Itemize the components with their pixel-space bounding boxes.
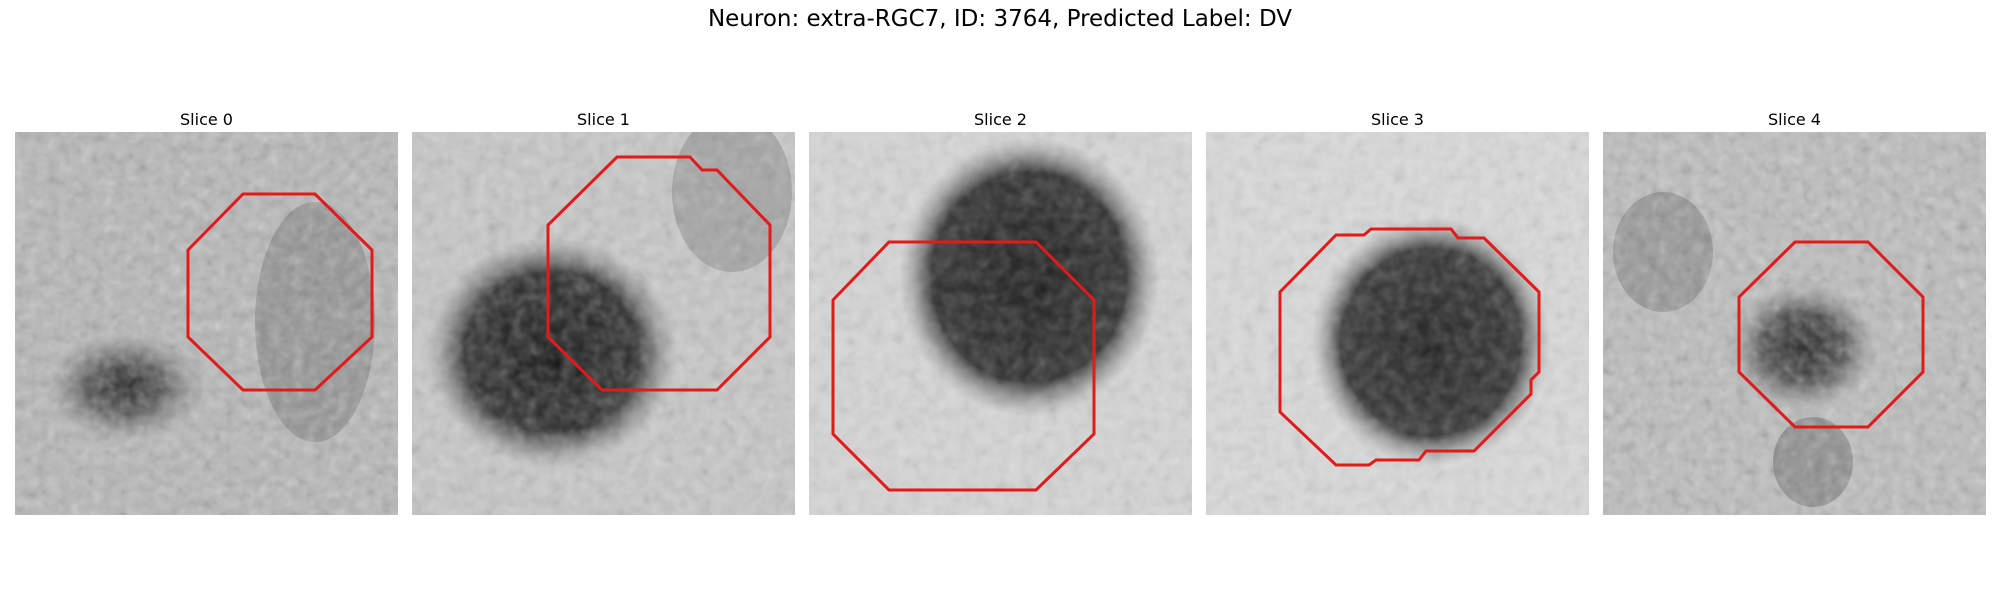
slice-image xyxy=(1603,132,1986,515)
slice-panel-3: Slice 3 xyxy=(1206,108,1589,515)
slice-panel-4: Slice 4 xyxy=(1603,108,1986,515)
slice-title: Slice 1 xyxy=(577,110,630,129)
roi-outline xyxy=(1278,227,1541,467)
slice-image xyxy=(1206,132,1589,515)
roi-outline xyxy=(831,240,1096,492)
roi-outline xyxy=(1737,240,1925,429)
slice-panel-0: Slice 0 xyxy=(15,108,398,515)
roi-outline xyxy=(546,155,772,392)
slice-panel-2: Slice 2 xyxy=(809,108,1192,515)
slice-image xyxy=(412,132,795,515)
slice-title: Slice 4 xyxy=(1768,110,1821,129)
slice-image xyxy=(809,132,1192,515)
slice-title: Slice 0 xyxy=(180,110,233,129)
slice-title: Slice 3 xyxy=(1371,110,1424,129)
slice-panel-1: Slice 1 xyxy=(412,108,795,515)
roi-outline xyxy=(186,192,374,392)
slice-title: Slice 2 xyxy=(974,110,1027,129)
slice-image xyxy=(15,132,398,515)
figure-title: Neuron: extra-RGC7, ID: 3764, Predicted … xyxy=(707,6,1293,32)
